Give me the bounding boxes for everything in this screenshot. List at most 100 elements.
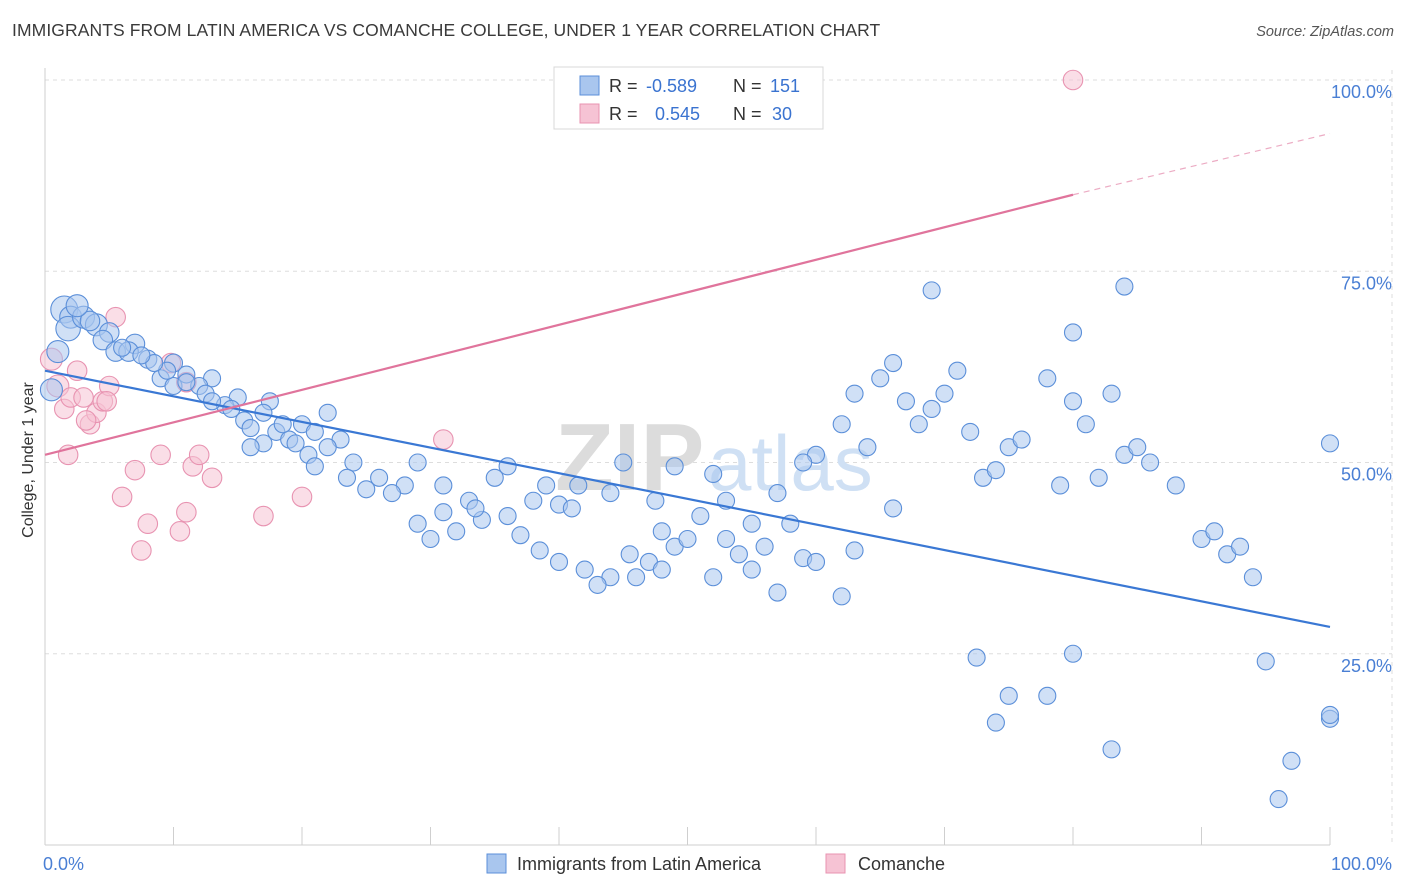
latin-america-point: [845, 384, 864, 403]
y-axis-title: College, Under 1 year: [20, 382, 37, 538]
latin-america-point: [357, 480, 376, 499]
latin-america-point: [1141, 453, 1160, 472]
latin-america-point: [909, 415, 928, 434]
latin-america-point: [665, 457, 684, 476]
y-tick-label: 50.0%: [1341, 465, 1392, 485]
latin-america-point: [961, 422, 980, 441]
latin-america-point: [1269, 790, 1288, 809]
trend-line-latin-america: [44, 369, 1331, 629]
latin-america-point: [1089, 468, 1108, 487]
latin-america-point: [1282, 751, 1301, 770]
comanche-point: [137, 513, 159, 535]
comanche-point: [201, 467, 223, 489]
latin-america-point: [948, 361, 967, 380]
latin-america-point: [1115, 277, 1134, 296]
latin-america-point: [896, 392, 916, 411]
y-tick-label: 100.0%: [1331, 82, 1392, 102]
latin-america-point: [858, 438, 877, 457]
latin-america-point: [1102, 384, 1121, 403]
latin-america-point: [1063, 392, 1083, 411]
stats-n-value-1: 151: [770, 76, 800, 96]
latin-america-point: [1320, 434, 1340, 453]
stats-r-value-1: -0.589: [646, 76, 697, 96]
latin-america-point: [614, 453, 633, 472]
latin-america-point: [742, 514, 761, 533]
latin-america-point: [1038, 369, 1057, 388]
comanche-point: [111, 486, 133, 508]
latin-america-point: [1051, 476, 1070, 495]
latin-america-point: [729, 545, 748, 564]
latin-america-point: [742, 560, 761, 579]
comanche-point: [176, 501, 197, 523]
latin-america-point: [652, 560, 671, 579]
legend-label-latin-america: Immigrants from Latin America: [517, 854, 762, 874]
latin-america-point: [1205, 522, 1224, 541]
latin-america-point: [768, 484, 787, 503]
latin-america-point: [999, 686, 1018, 705]
comanche-point: [291, 486, 313, 508]
latin-america-point: [794, 453, 813, 472]
latin-america-point: [344, 453, 363, 472]
latin-america-point: [871, 369, 890, 388]
x-tick-label-min: 0.0%: [43, 854, 84, 874]
trend-lines: [44, 132, 1331, 629]
latin-america-point: [434, 476, 453, 495]
latin-america-point: [524, 491, 543, 510]
latin-america-point: [1128, 438, 1147, 457]
latin-america-point: [646, 491, 665, 510]
latin-america-point: [845, 541, 864, 560]
latin-america-point: [447, 522, 466, 541]
latin-america-point: [113, 338, 132, 357]
stats-n-label-1: N =: [733, 76, 762, 96]
latin-america-point: [421, 529, 440, 549]
latin-america-point: [511, 526, 530, 545]
latin-america-point: [530, 541, 549, 560]
watermark-atlas: atlas: [708, 419, 873, 507]
latin-america-point: [498, 506, 517, 526]
latin-america-point: [132, 346, 151, 365]
latin-america-point: [1166, 476, 1185, 495]
trend-line-comanche-extension: [1072, 132, 1331, 196]
latin-america-point: [588, 575, 607, 594]
latin-america-point: [569, 476, 588, 495]
latin-america-point: [678, 529, 697, 549]
stats-swatch-pink: [579, 103, 600, 124]
latin-america-point: [1243, 568, 1262, 587]
comanche-point: [150, 444, 171, 466]
comanche-point: [124, 459, 146, 481]
latin-america-point: [832, 415, 851, 434]
comanche-point: [169, 521, 191, 542]
latin-america-point: [65, 294, 89, 318]
latin-america-point: [408, 514, 427, 533]
latin-america-point: [704, 568, 723, 587]
latin-america-point: [318, 438, 337, 457]
comanche-point: [253, 505, 274, 527]
comanche-point: [1062, 69, 1084, 91]
comanche-point: [433, 429, 454, 450]
legend-swatch-pink: [825, 853, 846, 874]
latin-america-point: [691, 506, 710, 526]
latin-america-point: [241, 419, 260, 438]
latin-america-point: [1038, 686, 1057, 705]
latin-america-point: [466, 499, 485, 518]
latin-america-point: [1063, 644, 1083, 663]
latin-america-point: [370, 468, 389, 487]
latin-america-point: [92, 329, 114, 351]
latin-america-point: [967, 648, 986, 667]
latin-america-point: [986, 461, 1005, 480]
latin-america-point: [46, 340, 70, 364]
latin-america-point: [1320, 705, 1340, 725]
latin-america-point: [922, 399, 941, 419]
latin-america-point: [1012, 430, 1031, 449]
latin-america-point: [755, 537, 774, 556]
latin-america-point: [1231, 537, 1250, 556]
legend: Immigrants from Latin America Comanche: [486, 853, 945, 874]
latin-america-point: [286, 434, 305, 453]
latin-america-point: [1102, 740, 1121, 759]
y-tick-label: 75.0%: [1341, 273, 1392, 293]
chart-source: Source: ZipAtlas.com: [1256, 24, 1394, 40]
legend-label-comanche: Comanche: [858, 854, 945, 874]
latin-america-point: [620, 545, 639, 564]
comanche-point: [73, 387, 94, 408]
